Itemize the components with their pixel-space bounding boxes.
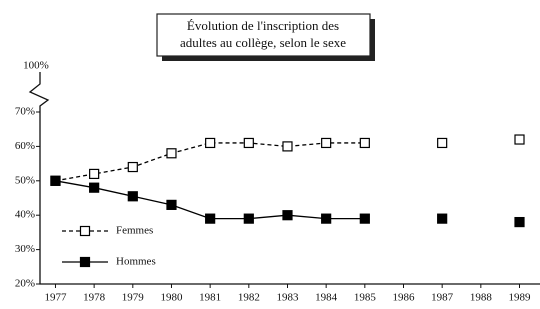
x-tick-label: 1980 — [160, 292, 183, 304]
x-tick-label: 1981 — [199, 292, 221, 304]
y-tick-label: 50% — [15, 174, 35, 186]
chart-title: Évolution de l'inscription des — [187, 18, 339, 33]
x-tick-label: 1979 — [122, 292, 145, 304]
marker — [127, 161, 138, 173]
marker — [321, 213, 332, 224]
legend-marker — [79, 256, 91, 268]
marker — [437, 213, 448, 224]
y-tick-label: 30% — [15, 243, 35, 255]
marker — [282, 141, 293, 152]
marker — [89, 168, 100, 180]
marker — [514, 134, 525, 145]
y-tick-label: 40% — [15, 209, 35, 221]
marker — [166, 148, 177, 159]
marker — [205, 137, 216, 149]
legend-label: Hommes — [116, 256, 156, 268]
x-tick-label: 1985 — [354, 292, 377, 304]
marker — [437, 137, 448, 149]
axes — [28, 72, 540, 285]
marker — [205, 213, 216, 224]
x-tick-label: 1987 — [431, 292, 454, 304]
marker — [89, 182, 100, 193]
marker — [243, 213, 254, 224]
title-box — [156, 13, 371, 57]
axis-break-label: 100% — [23, 60, 49, 72]
x-tick-label: 1986 — [392, 292, 415, 304]
marker — [514, 216, 525, 228]
x-tick-label: 1988 — [470, 292, 493, 304]
x-tick-label: 1982 — [238, 292, 260, 304]
x-tick-label: 1984 — [315, 292, 338, 304]
legend-marker — [79, 225, 91, 237]
y-tick-label: 20% — [15, 278, 35, 290]
x-tick-label: 1989 — [509, 292, 532, 304]
y-tick-label: 70% — [15, 106, 35, 118]
chart-title: adultes au collège, selon le sexe — [180, 35, 346, 50]
marker — [243, 137, 254, 149]
x-tick-label: 1983 — [276, 292, 299, 304]
marker — [321, 137, 332, 149]
marker — [359, 213, 370, 224]
x-tick-label: 1977 — [44, 292, 67, 304]
marker — [359, 137, 370, 149]
x-tick-label: 1978 — [83, 292, 106, 304]
marker — [127, 191, 138, 202]
y-tick-label: 60% — [15, 140, 35, 152]
legend-label: Femmes — [116, 225, 153, 237]
marker — [50, 175, 61, 186]
marker — [282, 210, 293, 221]
marker — [166, 199, 177, 210]
